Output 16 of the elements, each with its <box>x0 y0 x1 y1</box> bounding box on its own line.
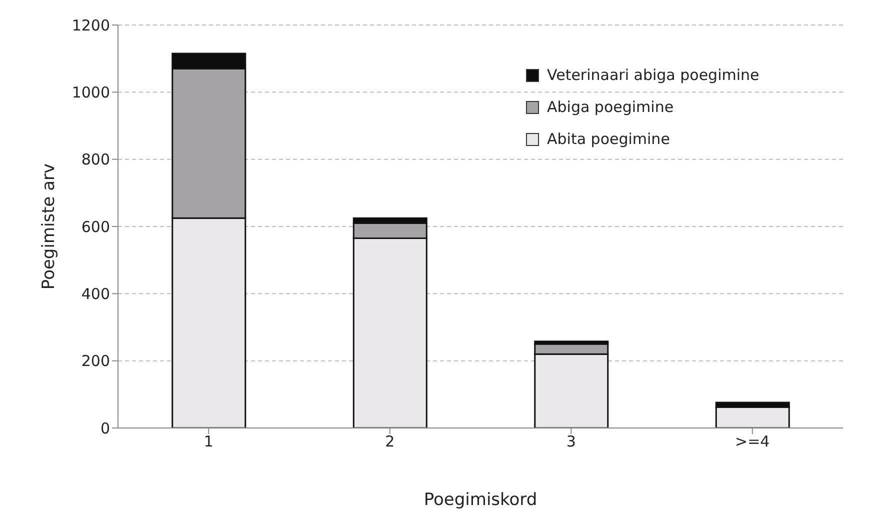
legend-label: Veterinaari abiga poegimine <box>547 66 760 84</box>
y-tick-label: 0 <box>100 419 110 438</box>
x-tick-label: >=4 <box>735 432 770 451</box>
y-tick-label: 400 <box>81 284 110 303</box>
x-axis-title: Poegimiskord <box>424 490 538 510</box>
y-tick-label: 800 <box>81 150 110 169</box>
legend-label: Abiga poegimine <box>547 98 674 116</box>
x-tick-label: 1 <box>204 432 214 451</box>
y-tick-label: 1200 <box>72 16 110 34</box>
legend-label: Abita poegimine <box>547 130 670 148</box>
y-tick-label: 600 <box>81 218 110 236</box>
y-tick-label: 1000 <box>72 83 110 102</box>
x-tick-label: 3 <box>566 432 576 451</box>
x-tick-label: 2 <box>385 432 395 451</box>
y-axis-title: Poegimiste arv <box>39 163 60 290</box>
y-tick-label: 200 <box>81 352 110 370</box>
